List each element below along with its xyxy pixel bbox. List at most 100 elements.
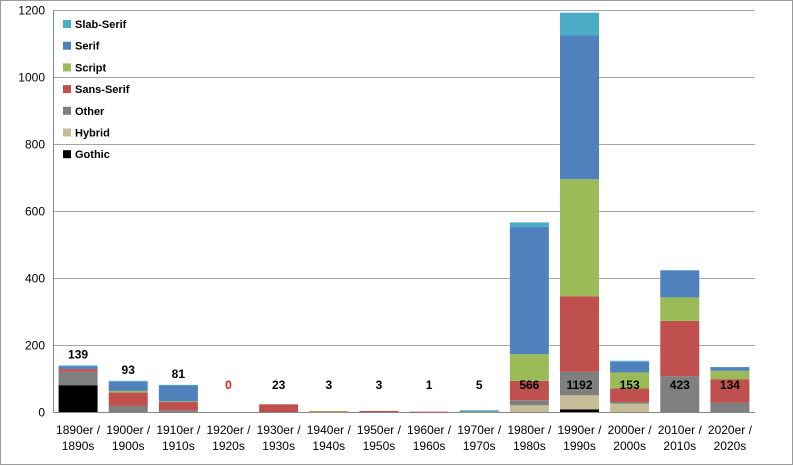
bar-segment-sans-serif-1960s xyxy=(409,411,449,413)
total-label-1950s: 3 xyxy=(376,378,383,392)
x-tick-label-1920s: 1920er /1920s xyxy=(206,423,251,453)
bars xyxy=(58,12,750,413)
y-tick-label-1200: 1200 xyxy=(18,4,45,18)
legend-label-serif: Serif xyxy=(75,41,100,53)
bar-segment-sans-serif-2000s xyxy=(610,388,650,402)
bar-segment-serif-1890s xyxy=(58,366,98,370)
x-tick-label-1960s: 1960er /1960s xyxy=(407,423,452,453)
total-label-1910s: 81 xyxy=(172,367,186,381)
bar-segment-serif-2000s xyxy=(610,361,650,373)
bar-segment-sans-serif-1950s xyxy=(359,410,399,412)
legend-label-slab-serif: Slab-Serif xyxy=(75,19,127,31)
bar-segment-other-1900s xyxy=(108,405,148,412)
bar-segment-sans-serif-1890s xyxy=(58,369,98,372)
total-label-1930s: 23 xyxy=(272,378,286,392)
legend-swatch-hybrid xyxy=(63,128,71,137)
bar-segment-hybrid-1990s xyxy=(560,395,599,410)
total-label-1990s: 1192 xyxy=(566,378,592,392)
y-tick-label-0: 0 xyxy=(38,406,45,420)
total-label-1940s: 3 xyxy=(325,378,332,392)
legend-swatch-serif xyxy=(63,41,71,50)
x-tick-label-2020s: 2020er /2020s xyxy=(708,423,753,453)
bar-segment-sans-serif-2010s xyxy=(660,320,700,377)
total-label-1900s: 93 xyxy=(122,363,136,377)
bar-segment-script-1980s xyxy=(509,354,549,381)
bar-segment-gothic-1890s xyxy=(58,385,98,412)
x-tick-label-2010s: 2010er /2010s xyxy=(658,423,703,453)
x-tick-label-1900s: 1900er /1900s xyxy=(106,423,151,453)
total-label-1890s: 139 xyxy=(68,347,88,361)
bar-segment-hybrid-2000s xyxy=(610,403,650,412)
legend-swatch-other xyxy=(63,106,71,115)
legend-label-gothic: Gothic xyxy=(75,149,110,161)
bar-segment-other-1980s xyxy=(509,400,549,406)
bar-segment-other-2010s xyxy=(660,376,700,412)
y-tick-label-800: 800 xyxy=(25,138,45,152)
bar-segment-other-1890s xyxy=(58,371,98,386)
bar-segment-slab-serif-1890s xyxy=(58,365,98,367)
x-tick-label-1940s: 1940er /1940s xyxy=(307,423,352,453)
bar-segment-other-2020s xyxy=(710,402,750,412)
y-tick-label-200: 200 xyxy=(25,339,45,353)
x-tick-label-1970s: 1970er /1970s xyxy=(457,423,502,453)
bar-segment-script-2010s xyxy=(660,297,700,321)
legend-swatch-slab-serif xyxy=(63,20,71,28)
y-tick-label-400: 400 xyxy=(25,272,45,286)
bar-segment-script-1990s xyxy=(560,179,599,297)
bar-segment-script-2020s xyxy=(710,370,750,380)
total-label-1980s: 566 xyxy=(519,378,539,392)
bar-segment-slab-serif-1910s xyxy=(158,384,198,386)
total-label-2000s: 153 xyxy=(620,378,640,392)
x-tick-label-1950s: 1950er /1950s xyxy=(357,423,402,453)
legend-swatch-sans-serif xyxy=(63,85,71,94)
total-label-2010s: 423 xyxy=(670,378,690,392)
bar-segment-slab-serif-1990s xyxy=(560,12,599,36)
legend-label-script: Script xyxy=(75,62,107,74)
bar-segment-sans-serif-1910s xyxy=(158,401,198,411)
bar-segment-script-1970s xyxy=(459,411,499,413)
bar-segment-slab-serif-2000s xyxy=(610,360,650,362)
legend: Slab-Serif Serif Script Sans-Serif Other Hybr… xyxy=(63,19,130,161)
bar-segment-serif-2010s xyxy=(660,270,700,298)
bar-segment-other-1910s xyxy=(158,410,198,412)
bar-segment-serif-1910s xyxy=(158,385,198,402)
legend-swatch-gothic xyxy=(63,150,71,159)
bar-segment-sans-serif-1980s xyxy=(509,380,549,401)
bar-segment-script-1910s xyxy=(158,401,198,403)
legend-swatch-script xyxy=(63,63,71,72)
bar-segment-serif-1990s xyxy=(560,35,599,180)
legend-label-sans-serif: Sans-Serif xyxy=(75,84,130,96)
bar-segment-serif-1970s xyxy=(459,410,499,412)
bar-segment-hybrid-1980s xyxy=(509,405,549,412)
bar-segment-slab-serif-1900s xyxy=(108,380,148,382)
bar-segment-sans-serif-1990s xyxy=(560,296,599,372)
x-tick-label-2000s: 2000er /2000s xyxy=(608,423,653,453)
total-label-1970s: 5 xyxy=(476,378,483,392)
y-tick-label-600: 600 xyxy=(25,205,45,219)
bar-segment-script-1900s xyxy=(108,390,148,393)
bar-segment-other-1990s xyxy=(560,371,599,396)
bar-segment-other-2000s xyxy=(610,401,650,404)
bar-segment-script-1940s xyxy=(309,410,349,412)
bar-segment-sans-serif-1930s xyxy=(259,404,299,412)
x-tick-label-1980s: 1980er /1980s xyxy=(507,423,552,453)
legend-label-other: Other xyxy=(75,106,105,118)
x-tick-label-1990s: 1990er /1990s xyxy=(557,423,602,453)
bar-segment-script-2000s xyxy=(610,372,650,389)
bar-segment-sans-serif-1900s xyxy=(108,392,148,406)
bar-segment-serif-2020s xyxy=(710,367,750,371)
bar-segment-serif-1980s xyxy=(509,226,549,355)
total-labels: 139 93 81 0 23 3 3 1 5 566 1192 153 423 134 xyxy=(68,347,740,392)
legend-label-hybrid: Hybrid xyxy=(75,128,110,140)
gridlines xyxy=(53,10,755,346)
bar-segment-sans-serif-2020s xyxy=(710,379,750,403)
bar-segment-gothic-1990s xyxy=(560,409,599,412)
x-tick-label-1890s: 1890er /1890s xyxy=(56,423,101,453)
y-tick-label-1000: 1000 xyxy=(18,71,45,85)
total-label-1920s: 0 xyxy=(225,378,232,392)
x-tick-label-1910s: 1910er /1910s xyxy=(156,423,201,453)
bar-segment-serif-1900s xyxy=(108,381,148,391)
